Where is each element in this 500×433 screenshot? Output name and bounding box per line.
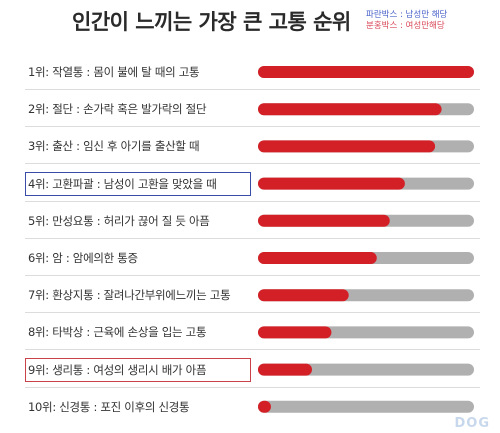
bar-value-9 — [258, 363, 312, 376]
bar-value-3 — [258, 140, 436, 153]
bar-value-5 — [258, 214, 390, 227]
row-divider — [25, 163, 480, 165]
row-divider — [25, 312, 480, 314]
female-only-highlight-box — [25, 357, 251, 382]
category-label-7: 7위: 환상지통 : 잘려나간부위에느끼는 고통 — [28, 288, 231, 303]
bar-value-2 — [258, 103, 442, 116]
bar-value-7 — [258, 289, 349, 302]
row-divider — [25, 126, 480, 128]
bar-value-6 — [258, 252, 377, 264]
bar-track-9 — [258, 363, 474, 376]
category-label-1: 1위: 작열통 : 몸이 불에 탈 때의 고통 — [28, 65, 200, 79]
bar-value-1 — [258, 66, 474, 78]
chart-title: 인간이 느끼는 가장 큰 고통 순위 — [72, 10, 351, 34]
row-divider — [25, 275, 480, 276]
category-label-4: 4위: 고환파괄 : 남성이 고환을 맞았을 때 — [28, 176, 217, 191]
bar-track-10 — [258, 400, 474, 413]
bar-value-4 — [258, 177, 405, 190]
row-divider — [25, 89, 480, 90]
bar-value-8 — [258, 326, 332, 339]
row-divider — [25, 237, 480, 239]
category-label-10: 10위: 신경통 : 포진 이후의 신경통 — [28, 399, 190, 414]
row-divider — [25, 349, 480, 351]
category-label-6: 6위: 암 : 암에의한 통증 — [28, 251, 138, 265]
category-label-8: 8위: 타박상 : 근육에 손상을 입는 고통 — [28, 325, 207, 340]
male-only-highlight-box — [25, 171, 251, 196]
legend-female-box: 분홍박스 : 여성만해당 — [366, 21, 445, 31]
bar-value-10 — [258, 400, 271, 413]
category-label-9: 9위: 생리통 : 여성의 생리시 배가 아픔 — [28, 362, 207, 377]
chart-legend: 파란박스 : 남성만 해당 분홍박스 : 여성만해당 — [366, 10, 447, 32]
category-label-5: 5위: 만성요통 : 허리가 끊어 질 듯 아픔 — [28, 213, 210, 228]
legend-male-box: 파란박스 : 남성만 해당 — [366, 10, 448, 20]
row-divider — [25, 386, 480, 388]
watermark: DOG — [454, 416, 490, 431]
row-divider — [25, 200, 480, 202]
category-label-3: 3위: 출산 : 임신 후 아기를 출산할 때 — [28, 139, 200, 154]
category-label-2: 2위: 절단 : 손가락 혹은 발가락의 절단 — [28, 102, 207, 117]
